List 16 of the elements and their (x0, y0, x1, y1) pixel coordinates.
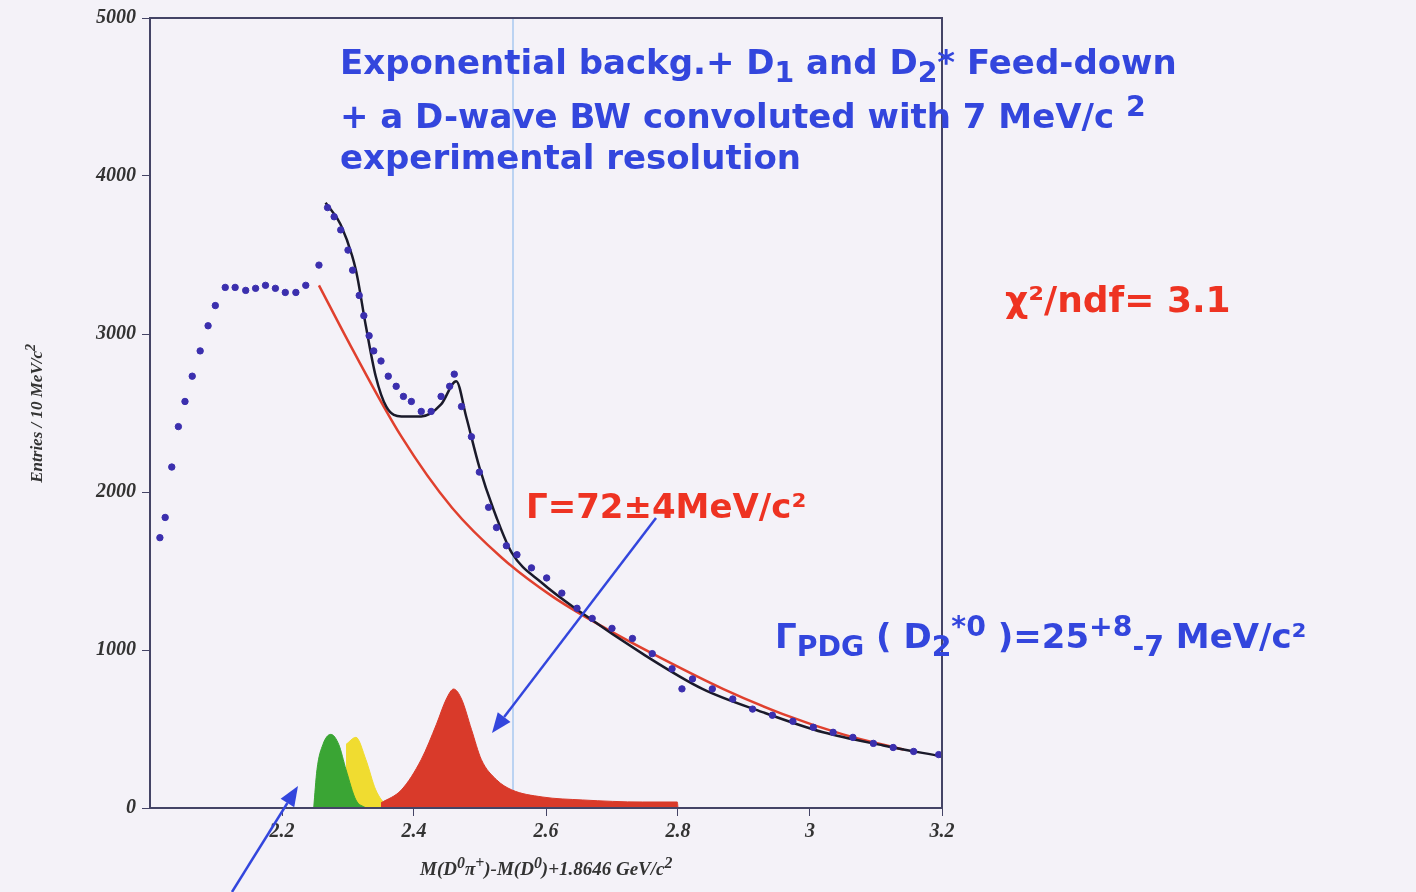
x-tick-label: 2.6 (532, 819, 559, 842)
x-tick-label: 2.8 (664, 819, 691, 842)
x-axis-title: M(D$^{0}$π$^{+}$)-M(D$^{0}$)+1.8646 GeV/c$^{2}$ (420, 854, 673, 881)
y-tick-label: 2000 (95, 479, 136, 502)
line-series (317, 284, 905, 751)
x-tick-label: 3 (804, 819, 815, 842)
y-tick-label: 1000 (96, 637, 136, 660)
y-tick-label: 3000 (95, 321, 136, 344)
text: χ²/ndf= 3.1 (1005, 278, 1231, 322)
y-tick-label: 5000 (96, 5, 136, 28)
y-tick-label: 4000 (95, 163, 136, 186)
y-tick-label: 0 (126, 795, 136, 818)
x-tick-label: 2.2 (268, 819, 295, 842)
annotation: Γ=72±4MeV/c² (526, 486, 807, 527)
x-tick-label: 3.2 (928, 819, 955, 842)
x-tick-label: 2.4 (400, 819, 427, 842)
